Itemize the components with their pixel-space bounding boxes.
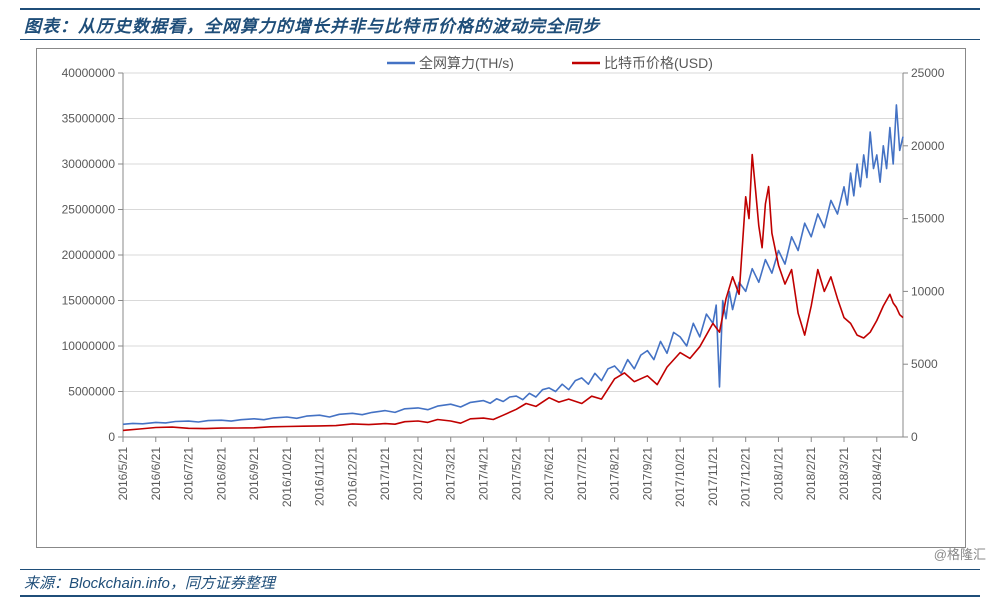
watermark: @格隆汇 — [934, 544, 986, 563]
svg-text:25000: 25000 — [911, 66, 945, 80]
svg-text:比特币价格(USD): 比特币价格(USD) — [604, 55, 713, 71]
chart-title: 图表：从历史数据看，全网算力的增长并非与比特币价格的波动完全同步 — [24, 12, 600, 37]
svg-text:2016/7/21: 2016/7/21 — [182, 447, 196, 501]
svg-text:2018/3/21: 2018/3/21 — [837, 447, 851, 501]
svg-text:2016/12/21: 2016/12/21 — [345, 447, 359, 507]
svg-text:20000: 20000 — [911, 139, 945, 153]
source-text: 来源：Blockchain.info，同方证券整理 — [24, 572, 275, 593]
chart-area: 0 5000000 10000000 15000000 20000000 25000000… — [36, 48, 966, 548]
svg-text:2017/3/21: 2017/3/21 — [444, 447, 458, 501]
svg-text:2016/9/21: 2016/9/21 — [247, 447, 261, 501]
svg-text:10000000: 10000000 — [62, 339, 116, 353]
svg-text:15000: 15000 — [911, 212, 945, 226]
svg-text:5000000: 5000000 — [68, 385, 115, 399]
svg-text:10000: 10000 — [911, 284, 945, 298]
svg-text:2017/1/21: 2017/1/21 — [378, 447, 392, 501]
svg-text:全网算力(TH/s): 全网算力(TH/s) — [419, 55, 514, 71]
svg-text:2016/8/21: 2016/8/21 — [214, 447, 228, 501]
svg-text:0: 0 — [108, 430, 115, 444]
svg-text:2018/2/21: 2018/2/21 — [804, 447, 818, 501]
svg-text:35000000: 35000000 — [62, 112, 116, 126]
svg-text:2018/4/21: 2018/4/21 — [870, 447, 884, 501]
svg-text:5000: 5000 — [911, 357, 938, 371]
svg-text:2017/4/21: 2017/4/21 — [477, 447, 491, 501]
svg-text:2016/6/21: 2016/6/21 — [149, 447, 163, 501]
svg-text:2017/7/21: 2017/7/21 — [575, 447, 589, 501]
svg-text:2017/2/21: 2017/2/21 — [411, 447, 425, 501]
chart-svg: 0 5000000 10000000 15000000 20000000 25000000… — [37, 49, 967, 549]
svg-text:2017/11/21: 2017/11/21 — [706, 447, 720, 506]
svg-text:40000000: 40000000 — [62, 66, 116, 80]
title-bar: 图表：从历史数据看，全网算力的增长并非与比特币价格的波动完全同步 — [20, 8, 980, 40]
svg-text:2018/1/21: 2018/1/21 — [771, 447, 785, 501]
figure-container: 图表：从历史数据看，全网算力的增长并非与比特币价格的波动完全同步 0500000… — [0, 0, 1000, 609]
svg-text:0: 0 — [911, 430, 918, 444]
svg-text:15000000: 15000000 — [62, 294, 116, 308]
source-bar: 来源：Blockchain.info，同方证券整理 — [20, 569, 980, 597]
svg-text:2016/5/21: 2016/5/21 — [116, 447, 130, 501]
svg-text:2017/12/21: 2017/12/21 — [739, 447, 753, 507]
svg-text:2016/11/21: 2016/11/21 — [313, 447, 327, 506]
svg-text:2017/5/21: 2017/5/21 — [509, 447, 523, 501]
svg-text:20000000: 20000000 — [62, 248, 116, 262]
svg-text:2017/8/21: 2017/8/21 — [608, 447, 622, 501]
svg-text:2017/10/21: 2017/10/21 — [673, 447, 687, 507]
svg-text:2016/10/21: 2016/10/21 — [280, 447, 294, 507]
svg-text:2017/6/21: 2017/6/21 — [542, 447, 556, 501]
svg-text:30000000: 30000000 — [62, 157, 116, 171]
svg-text:25000000: 25000000 — [62, 203, 116, 217]
svg-text:2017/9/21: 2017/9/21 — [640, 447, 654, 501]
